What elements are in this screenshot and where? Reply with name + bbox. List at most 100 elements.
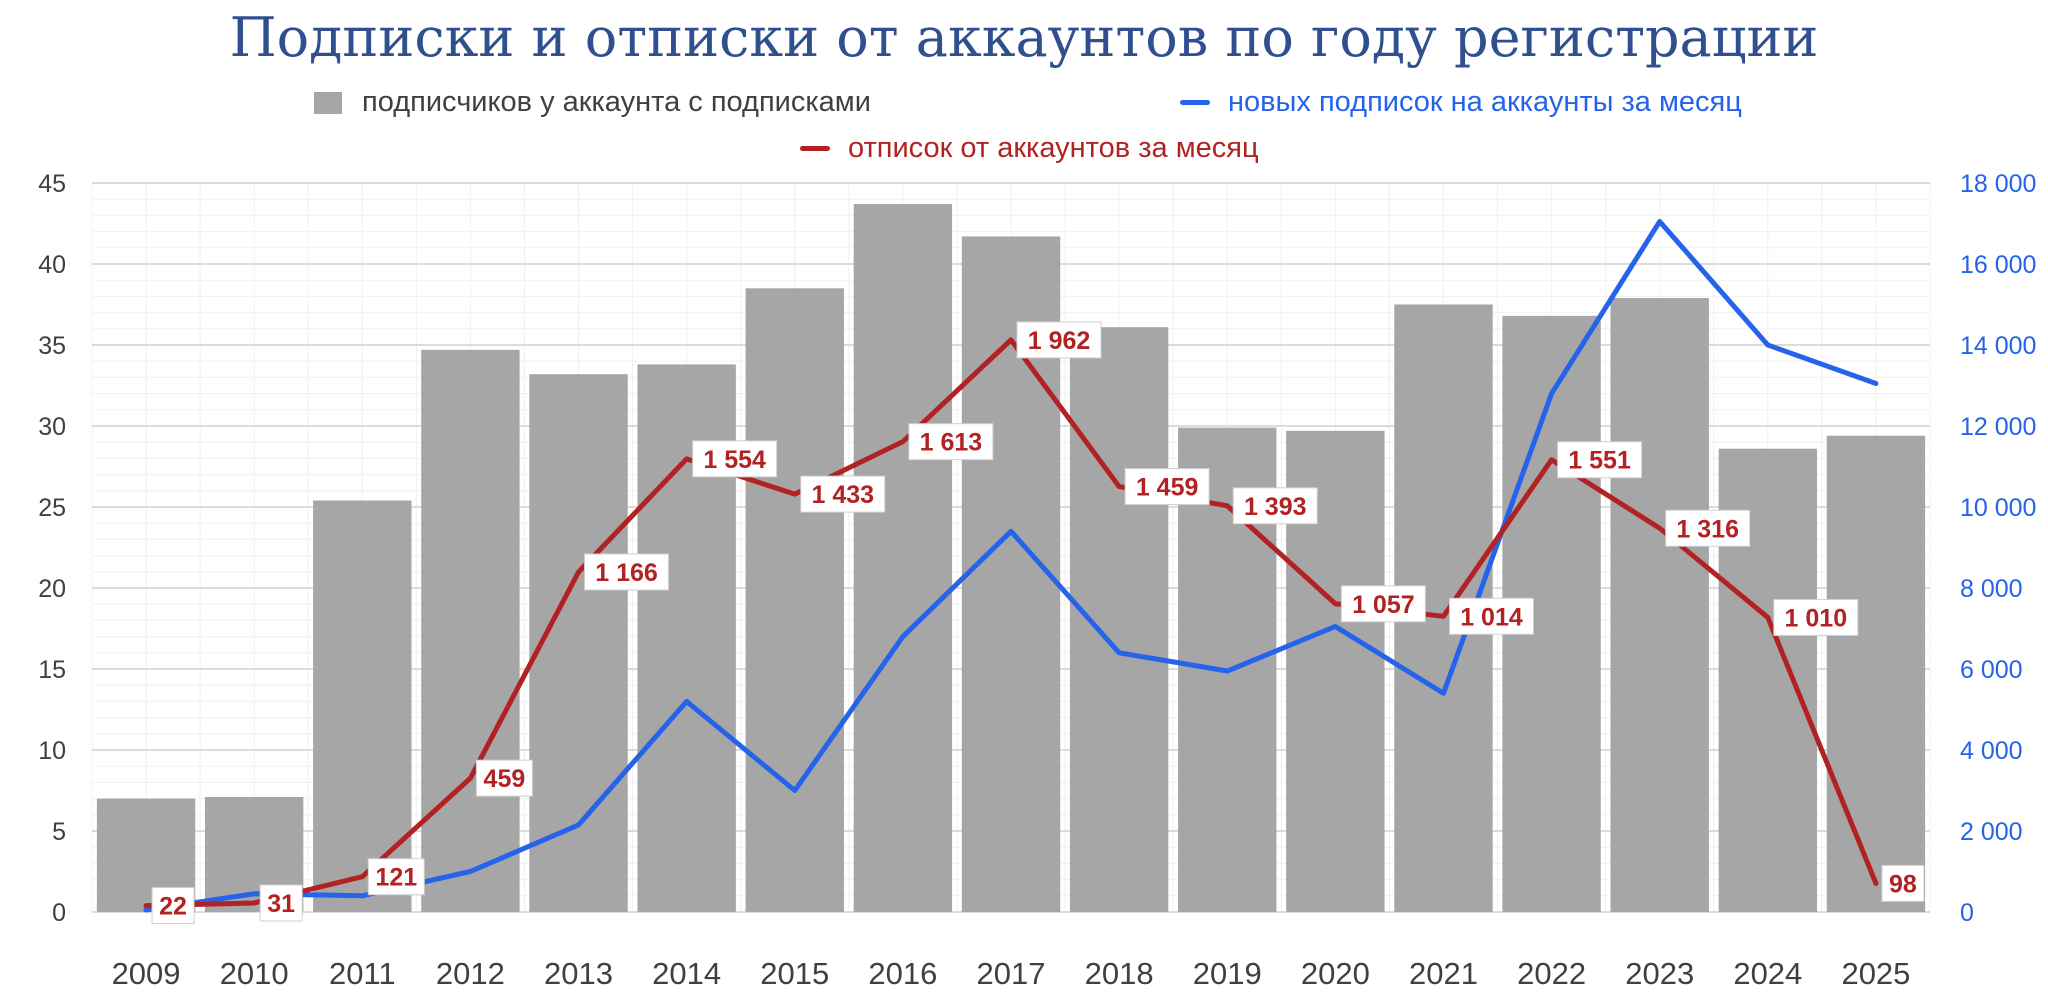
data-label-box xyxy=(1665,509,1751,547)
bar-2016 xyxy=(853,204,953,912)
data-label-text: 1 551 xyxy=(1568,447,1631,475)
data-label-unsub-2024: 1 010 xyxy=(1773,598,1859,636)
data-label-text: 1 393 xyxy=(1244,493,1307,521)
x-tick-label: 2021 xyxy=(1409,956,1478,991)
legend-line-swatch-blue xyxy=(1180,100,1210,105)
x-tick-label: 2017 xyxy=(977,956,1046,991)
data-label-box xyxy=(800,475,886,513)
data-label-text: 22 xyxy=(159,893,187,921)
data-label-text: 1 166 xyxy=(595,559,658,587)
data-label-unsub-2010: 31 xyxy=(259,884,303,922)
data-label-box xyxy=(1016,321,1102,359)
y-right-tick-label: 12 000 xyxy=(1960,413,2036,441)
data-label-box xyxy=(908,423,994,461)
data-label-text: 459 xyxy=(484,765,526,793)
chart-title: Подписки и отписки от аккаунтов по году … xyxy=(229,6,1819,69)
data-label-unsub-2009: 22 xyxy=(151,887,195,925)
legend-item-new-subscriptions: новых подписок на аккаунты за месяц xyxy=(1180,86,1742,119)
x-tick-label: 2014 xyxy=(652,956,721,991)
x-tick-label: 2025 xyxy=(1841,956,1910,991)
legend-item-unsubscriptions: отписок от аккаунтов за месяц xyxy=(800,132,1259,165)
data-label-box xyxy=(367,858,425,896)
y-left-tick-label: 10 xyxy=(38,737,66,765)
x-tick-label: 2023 xyxy=(1625,956,1694,991)
line-unsubscriptions xyxy=(143,337,1879,909)
data-label-text: 1 613 xyxy=(920,429,983,457)
data-label-text: 98 xyxy=(1889,870,1917,898)
data-label-box xyxy=(1773,598,1859,636)
line-new-subscriptions xyxy=(143,218,1879,913)
y-right-tick-label: 2 000 xyxy=(1960,818,2023,846)
x-tick-label: 2010 xyxy=(220,956,289,991)
data-label-unsub-2017: 1 962 xyxy=(1016,321,1102,359)
data-label-unsub-2020: 1 057 xyxy=(1340,585,1426,623)
x-tick-label: 2013 xyxy=(544,956,613,991)
y-right-tick-label: 10 000 xyxy=(1960,494,2036,522)
data-label-box xyxy=(1881,864,1925,902)
y-right-tick-label: 18 000 xyxy=(1960,170,2036,198)
x-tick-label: 2018 xyxy=(1085,956,1154,991)
legend-label-followers: подписчиков у аккаунта с подписками xyxy=(362,86,871,118)
x-tick-label: 2016 xyxy=(868,956,937,991)
data-label-box xyxy=(1448,597,1534,635)
y-left-tick-label: 15 xyxy=(38,656,66,684)
data-label-box xyxy=(151,887,195,925)
y-right-tick-label: 6 000 xyxy=(1960,656,2023,684)
x-tick-label: 2022 xyxy=(1517,956,1586,991)
data-label-text: 121 xyxy=(375,864,417,892)
data-label-unsub-2014: 1 554 xyxy=(692,440,778,478)
data-label-unsub-2016: 1 613 xyxy=(908,423,994,461)
data-label-unsub-2025: 98 xyxy=(1881,864,1925,902)
data-label-unsub-2012: 459 xyxy=(475,759,533,797)
y-right-tick-label: 4 000 xyxy=(1960,737,2023,765)
legend-label-new-subscriptions: новых подписок на аккаунты за месяц xyxy=(1228,86,1742,118)
legend-label-unsubscriptions: отписок от аккаунтов за месяц xyxy=(848,132,1259,164)
bar-2012 xyxy=(421,349,520,912)
x-tick-label: 2019 xyxy=(1193,956,1262,991)
data-label-text: 1 316 xyxy=(1676,515,1739,543)
data-label-text: 1 962 xyxy=(1028,327,1091,355)
data-label-text: 1 057 xyxy=(1352,591,1415,619)
y-left-tick-label: 5 xyxy=(52,818,66,846)
y-right-tick-label: 0 xyxy=(1960,899,1974,927)
x-tick-label: 2015 xyxy=(760,956,829,991)
data-label-box xyxy=(259,884,303,922)
y-left-tick-label: 0 xyxy=(52,899,66,927)
y-left-tick-label: 20 xyxy=(38,575,66,603)
x-tick-label: 2009 xyxy=(112,956,181,991)
data-label-text: 1 014 xyxy=(1460,603,1523,631)
data-label-text: 1 010 xyxy=(1785,604,1848,632)
bar-2015 xyxy=(745,288,844,912)
y-left-tick-label: 45 xyxy=(38,170,66,198)
legend-line-swatch-red xyxy=(800,146,830,151)
data-label-unsub-2018: 1 459 xyxy=(1124,468,1210,506)
data-label-text: 1 459 xyxy=(1136,474,1199,502)
data-label-box xyxy=(1232,487,1318,525)
data-label-box xyxy=(1124,468,1210,506)
y-left-tick-label: 35 xyxy=(38,332,66,360)
bar-2013 xyxy=(529,374,628,912)
data-label-unsub-2013: 1 166 xyxy=(584,553,670,591)
y-left-tick-label: 30 xyxy=(38,413,66,441)
data-label-text: 31 xyxy=(267,890,295,918)
y-right-tick-label: 16 000 xyxy=(1960,251,2036,279)
y-left-tick-label: 25 xyxy=(38,494,66,522)
bar-2011 xyxy=(313,500,412,912)
x-tick-label: 2012 xyxy=(436,956,505,991)
data-label-box xyxy=(692,440,778,478)
y-right-tick-label: 14 000 xyxy=(1960,332,2036,360)
legend-bar-swatch xyxy=(314,91,342,114)
x-tick-label: 2024 xyxy=(1733,956,1802,991)
data-label-text: 1 433 xyxy=(811,481,874,509)
data-label-unsub-2022: 1 551 xyxy=(1557,441,1643,479)
data-label-text: 1 554 xyxy=(703,446,766,474)
data-label-box xyxy=(1340,585,1426,623)
bar-2023 xyxy=(1610,298,1709,912)
bar-2018 xyxy=(1069,327,1169,912)
y-right-tick-label: 8 000 xyxy=(1960,575,2023,603)
data-label-unsub-2023: 1 316 xyxy=(1665,509,1751,547)
data-label-unsub-2021: 1 014 xyxy=(1448,597,1534,635)
legend-item-followers: подписчиков у аккаунта с подписками xyxy=(314,86,871,119)
x-tick-label: 2011 xyxy=(329,956,396,991)
